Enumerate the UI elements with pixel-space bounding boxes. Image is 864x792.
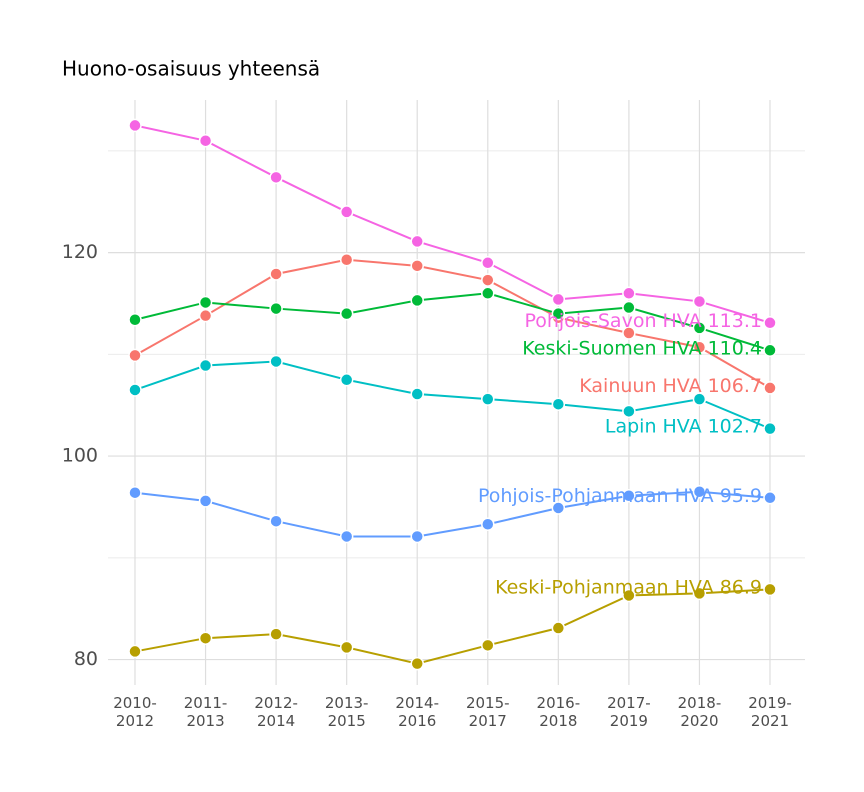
data-point (551, 397, 566, 411)
end-label: Kainuun HVA 106.7 (579, 374, 762, 396)
data-point (551, 306, 566, 321)
data-point (692, 294, 707, 309)
data-point (763, 491, 777, 505)
data-point (339, 529, 354, 544)
data-point (339, 205, 354, 219)
end-label: Keski-Pohjanmaan HVA 86.9 (495, 576, 762, 598)
x-tick-label: 2017- 2019 (607, 694, 651, 730)
data-point (198, 295, 213, 310)
data-point (128, 348, 142, 363)
y-tick-label: 120 (62, 241, 98, 263)
data-point (763, 316, 777, 330)
data-point (551, 501, 566, 515)
data-point (622, 489, 636, 503)
data-point (198, 494, 213, 508)
data-point (622, 326, 636, 340)
data-point (410, 656, 424, 671)
data-point (692, 392, 707, 406)
end-label-name: Pohjois-Savon HVA (524, 309, 701, 331)
series-line (134, 258, 771, 389)
data-point (410, 387, 424, 401)
series-line (134, 292, 771, 352)
x-tick-label: 2011- 2013 (183, 694, 228, 730)
series-line (134, 588, 771, 665)
end-label-value: 86.9 (720, 576, 762, 598)
data-point (481, 256, 495, 270)
data-point (763, 381, 777, 395)
data-point (692, 321, 707, 335)
data-point (551, 621, 566, 635)
data-point (339, 373, 354, 387)
y-tick-label: 100 (62, 445, 98, 467)
data-point (622, 286, 636, 301)
end-label: Keski-Suomen HVA 110.4 (522, 337, 762, 359)
data-point (339, 306, 354, 321)
data-point (692, 484, 707, 499)
data-point (269, 514, 283, 528)
series-line (134, 490, 771, 538)
data-point (622, 300, 636, 315)
data-point (269, 170, 283, 185)
end-label-name: Keski-Pohjanmaan HVA (495, 576, 714, 598)
data-point (198, 358, 213, 373)
data-point (481, 517, 495, 532)
end-label-value: 110.4 (708, 337, 762, 359)
data-point (128, 118, 142, 133)
data-point (410, 234, 424, 249)
series-line (134, 124, 771, 324)
series-line (134, 360, 771, 430)
data-point (269, 354, 283, 369)
end-label-value: 113.1 (708, 309, 762, 331)
data-point (128, 485, 142, 500)
data-point (128, 313, 142, 327)
chart-title: Huono-osaisuus yhteensä (62, 57, 320, 81)
data-point (128, 383, 142, 397)
data-point (198, 133, 213, 148)
x-tick-label: 2016- 2018 (536, 694, 581, 730)
x-tick-label: 2013- 2015 (324, 694, 369, 730)
x-tick-label: 2018- 2020 (677, 694, 722, 730)
data-point (481, 286, 495, 301)
end-label-name: Lapin HVA (605, 415, 702, 437)
data-point (481, 273, 495, 287)
end-label-value: 102.7 (708, 415, 762, 437)
end-label: Pohjois-Pohjanmaan HVA 95.9 (478, 484, 762, 506)
data-point (481, 392, 495, 406)
data-point (622, 404, 636, 419)
end-label: Pohjois-Savon HVA 113.1 (524, 309, 762, 331)
data-point (481, 638, 495, 653)
data-point (692, 340, 707, 354)
x-tick-label: 2014- 2016 (395, 694, 440, 730)
data-point (763, 421, 777, 436)
data-point (269, 627, 283, 641)
data-point (198, 308, 213, 323)
data-point (763, 582, 777, 597)
end-label: Lapin HVA 102.7 (605, 415, 762, 437)
data-point (269, 267, 283, 281)
end-label-value: 106.7 (708, 374, 762, 396)
end-label-name: Keski-Suomen HVA (522, 337, 701, 359)
data-point (410, 529, 424, 544)
data-point (339, 252, 354, 267)
x-tick-label: 2019- 2021 (748, 694, 792, 730)
data-point (410, 293, 424, 308)
x-tick-label: 2012- 2014 (254, 694, 298, 730)
data-point (763, 343, 777, 358)
end-label-value: 95.9 (720, 484, 762, 506)
data-point (269, 301, 283, 316)
data-point (551, 292, 566, 307)
end-label-name: Pohjois-Pohjanmaan HVA (478, 484, 714, 506)
data-point (128, 644, 142, 659)
data-point (198, 631, 213, 645)
end-label-name: Kainuun HVA (579, 374, 701, 396)
x-tick-label: 2015- 2017 (465, 694, 510, 730)
x-tick-label: 2010- 2012 (113, 694, 157, 730)
data-point (692, 586, 707, 601)
data-point (622, 588, 636, 603)
y-tick-label: 80 (74, 648, 98, 670)
data-point (339, 640, 354, 655)
data-point (410, 259, 424, 273)
